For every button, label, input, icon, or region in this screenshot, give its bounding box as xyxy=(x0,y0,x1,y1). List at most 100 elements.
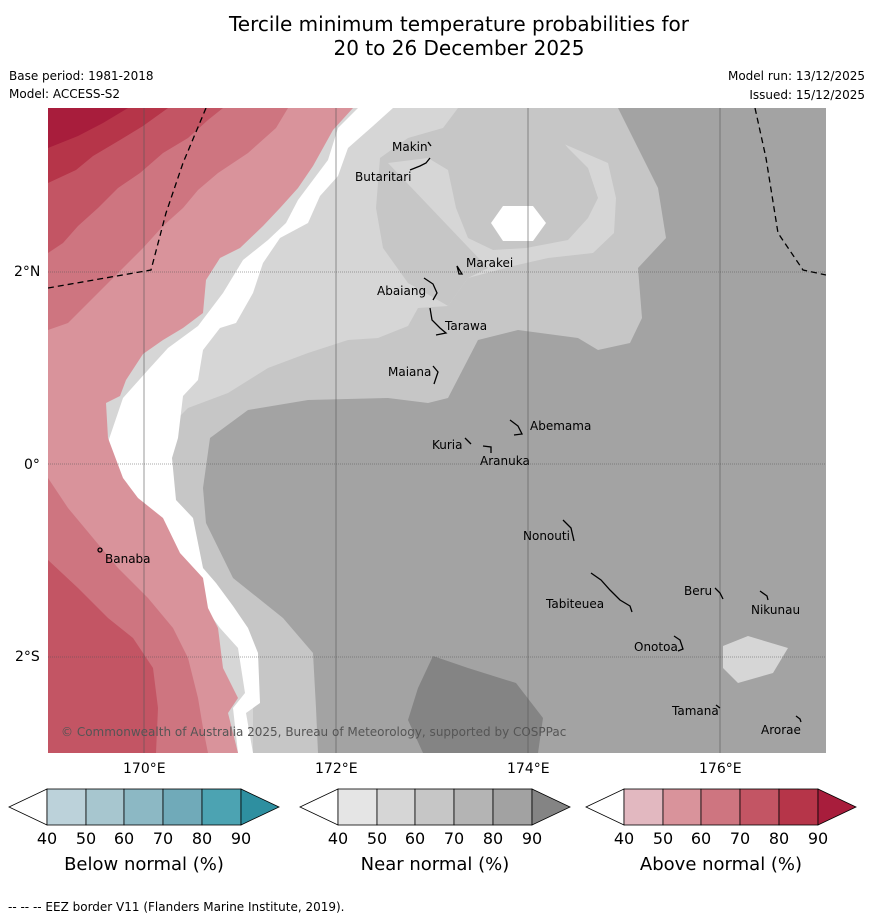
label-makin: Makin xyxy=(392,140,428,154)
tamana-outline xyxy=(715,704,721,709)
label-tamana: Tamana xyxy=(671,704,719,718)
above-normal-swatch-80 xyxy=(778,788,819,826)
above-normal-swatch-60 xyxy=(700,788,741,826)
lon-label-176E: 176°E xyxy=(699,761,742,777)
near-normal-swatch-70 xyxy=(453,788,494,826)
arorae-outline xyxy=(795,715,802,723)
above-normal-tick-60: 60 xyxy=(690,829,712,848)
maiana-outline xyxy=(432,365,439,385)
aranuka-outline xyxy=(482,445,492,453)
tabiteuea-outline xyxy=(590,572,633,613)
label-nonouti: Nonouti xyxy=(523,529,570,543)
copyright-notice: © Commonwealth of Australia 2025, Bureau… xyxy=(61,725,566,739)
eez-border-east xyxy=(754,108,826,276)
marakei-outline xyxy=(456,265,464,275)
near-normal-tick-70: 70 xyxy=(443,829,465,848)
near-normal-tick-90: 90 xyxy=(521,829,543,848)
below-normal-tick-60: 60 xyxy=(113,829,135,848)
label-banaba: Banaba xyxy=(105,552,151,566)
below-normal-title: Below normal (%) xyxy=(64,854,224,875)
below-normal-tick-90: 90 xyxy=(230,829,252,848)
above-normal-90-region xyxy=(48,108,128,148)
near-normal-swatch-60 xyxy=(414,788,455,826)
label-kuria: Kuria xyxy=(432,438,463,452)
below-normal-swatch-60 xyxy=(123,788,164,826)
above-normal-low-arrow xyxy=(585,788,625,826)
above-normal-tick-90: 90 xyxy=(807,829,829,848)
below-normal-swatch-70 xyxy=(162,788,203,826)
near-normal-50-patch-east xyxy=(723,636,788,683)
gridlines xyxy=(48,108,826,753)
above-normal-swatch-40 xyxy=(623,788,664,826)
title-line-2: 20 to 26 December 2025 xyxy=(333,36,585,60)
beru-outline xyxy=(714,587,724,600)
near-normal-low-arrow xyxy=(299,788,339,826)
label-tarawa: Tarawa xyxy=(444,319,487,333)
colorbars xyxy=(8,788,857,826)
lat-label-2N: 2°N xyxy=(14,264,41,280)
label-tabiteuea: Tabiteuea xyxy=(545,597,604,611)
above-normal-tick-40: 40 xyxy=(613,829,635,848)
above-normal-tick-50: 50 xyxy=(652,829,674,848)
below-normal-swatch-50 xyxy=(85,788,125,826)
tarawa-outline xyxy=(429,307,448,336)
above-normal-swatch-50 xyxy=(662,788,702,826)
title-line-1: Tercile minimum temperature probabilitie… xyxy=(228,12,690,36)
below-normal-low-arrow xyxy=(8,788,48,826)
lon-label-174E: 174°E xyxy=(507,761,550,777)
below-normal-high-arrow xyxy=(240,788,280,826)
below-normal-tick-70: 70 xyxy=(152,829,174,848)
label-nikunau: Nikunau xyxy=(751,603,800,617)
label-arorae: Arorae xyxy=(761,723,801,737)
below-normal-swatch-40 xyxy=(46,788,87,826)
nikunau-outline xyxy=(759,590,769,601)
eez-footnote: -- -- -- EEZ border V11 (Flanders Marine… xyxy=(8,900,345,914)
near-normal-tick-50: 50 xyxy=(366,829,388,848)
near-normal-swatch-80 xyxy=(492,788,533,826)
lon-label-170E: 170°E xyxy=(123,761,166,777)
below-normal-tick-40: 40 xyxy=(36,829,58,848)
label-abemama: Abemama xyxy=(530,419,591,433)
eez-border xyxy=(48,108,826,289)
banaba-outline xyxy=(97,547,103,553)
near-normal-80-patch xyxy=(408,656,543,753)
colorbar-below-normal xyxy=(8,788,280,826)
label-butaritari: Butaritari xyxy=(355,170,412,184)
near-normal-tick-60: 60 xyxy=(404,829,426,848)
eez-border-west xyxy=(48,108,207,289)
below-normal-tick-80: 80 xyxy=(191,829,213,848)
probability-map: Makin Butaritari Marakei Abaiang Tarawa … xyxy=(48,108,826,753)
label-marakei: Marakei xyxy=(466,256,513,270)
above-normal-tick-70: 70 xyxy=(729,829,751,848)
map-title: Tercile minimum temperature probabilitie… xyxy=(0,12,873,60)
model-run: Model run: 13/12/2025 xyxy=(727,69,865,83)
makin-outline xyxy=(427,141,432,147)
above-normal-tick-80: 80 xyxy=(768,829,790,848)
label-beru: Beru xyxy=(684,584,712,598)
base-period: Base period: 1981-2018 xyxy=(9,69,154,83)
near-normal-tick-40: 40 xyxy=(327,829,349,848)
lon-label-172E: 172°E xyxy=(315,761,358,777)
above-normal-title: Above normal (%) xyxy=(639,854,803,875)
onotoa-outline xyxy=(673,635,684,652)
model-name: Model: ACCESS-S2 xyxy=(9,87,121,101)
near-normal-high-arrow xyxy=(531,788,571,826)
near-normal-title: Near normal (%) xyxy=(360,854,510,875)
below-normal-tick-50: 50 xyxy=(75,829,97,848)
above-normal-high-arrow xyxy=(817,788,857,826)
above-normal-70-region-south xyxy=(48,560,158,753)
no-signal-pocket xyxy=(491,206,546,241)
below-normal-swatch-80 xyxy=(201,788,242,826)
label-onotoa: Onotoa xyxy=(634,640,678,654)
colorbar-above-normal xyxy=(585,788,857,826)
near-normal-tick-80: 80 xyxy=(482,829,504,848)
near-normal-swatch-50 xyxy=(376,788,416,826)
butaritari-outline xyxy=(409,157,431,171)
lat-label-equator: 0° xyxy=(24,457,40,473)
issued-date: Issued: 15/12/2025 xyxy=(749,88,865,102)
neutral-corridor xyxy=(103,108,393,753)
abemama-outline xyxy=(509,419,523,436)
above-normal-swatch-70 xyxy=(739,788,780,826)
near-normal-swatch-40 xyxy=(337,788,378,826)
island-outlines xyxy=(97,141,802,723)
